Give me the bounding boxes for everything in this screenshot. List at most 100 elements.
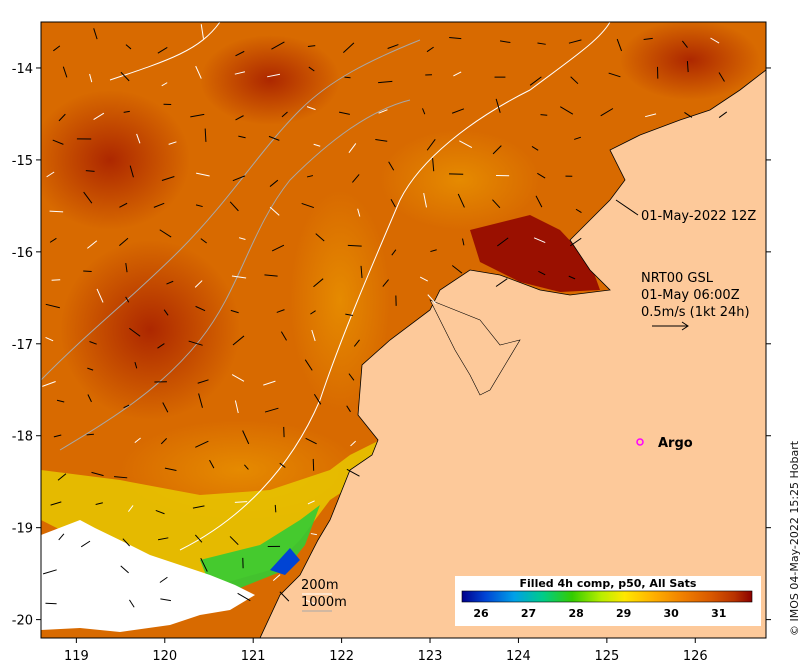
wind-arrow: [529, 76, 542, 86]
wind-arrow: [306, 106, 316, 111]
map-area: [41, 22, 766, 638]
wind-arrow: [51, 279, 61, 281]
wind-arrow: [568, 39, 582, 44]
x-tick-label: 123: [418, 649, 443, 664]
date-leader-line: [615, 199, 639, 216]
wind-arrow: [160, 438, 168, 445]
wind-arrow: [45, 337, 54, 342]
wind-arrow: [346, 468, 360, 477]
land-mass: [259, 22, 766, 638]
wind-arrow: [157, 343, 165, 349]
wind-arrow: [681, 40, 688, 48]
wind-arrow: [570, 237, 582, 247]
wind-arrow: [161, 176, 175, 181]
wind-arrow: [492, 199, 501, 209]
wind-arrow: [570, 76, 579, 85]
wind-arrow: [62, 66, 68, 78]
wind-arrow: [160, 598, 172, 602]
y-tick-label: -18: [12, 430, 33, 445]
wind-arrow: [234, 400, 239, 414]
wind-arrow: [234, 501, 248, 503]
colorbar-tick-label: 26: [473, 607, 489, 620]
wind-arrow: [310, 533, 317, 536]
wind-arrow: [129, 327, 141, 337]
wind-arrow: [718, 111, 728, 118]
wind-arrow: [89, 341, 97, 345]
wind-arrow: [382, 279, 389, 287]
wind-arrow: [46, 171, 55, 178]
contour-1000m: [59, 99, 411, 451]
colorbar-tick-label: 29: [616, 607, 631, 620]
wind-arrow: [449, 37, 462, 40]
wind-arrow: [244, 464, 249, 470]
wind-arrow: [350, 440, 356, 447]
wind-arrow: [164, 467, 177, 471]
wind-arrow: [242, 430, 250, 445]
wind-arrow: [616, 38, 623, 52]
wind-arrow: [120, 565, 129, 574]
warm-patch: [41, 90, 190, 230]
wind-arrow: [45, 602, 57, 605]
wind-arrow: [575, 208, 582, 214]
wind-vectors: [42, 24, 728, 608]
wind-arrow: [119, 202, 128, 208]
wind-arrow: [80, 540, 91, 548]
wind-arrow: [540, 114, 548, 116]
x-tick-label: 125: [594, 649, 619, 664]
wind-arrow: [375, 139, 388, 142]
wind-arrow: [271, 41, 285, 50]
wind-arrow: [129, 599, 135, 608]
wind-arrow: [231, 275, 247, 279]
date-label: 01-May-2022 12Z: [641, 209, 756, 224]
wind-arrow: [348, 373, 355, 381]
wind-arrow: [134, 361, 138, 369]
wind-arrow: [264, 407, 279, 413]
wind-arrow: [127, 505, 134, 512]
wind-arrow: [271, 244, 285, 252]
wind-arrow: [538, 270, 546, 276]
y-tick-label: -20: [12, 614, 33, 629]
wind-arrow: [209, 459, 215, 469]
wind-arrow: [462, 238, 465, 246]
wind-arrow: [360, 265, 363, 278]
wind-arrow: [49, 237, 57, 243]
wind-arrow: [427, 294, 437, 304]
wind-arrow: [313, 393, 322, 405]
wind-arrow: [492, 145, 502, 155]
x-tick-label: 124: [506, 649, 531, 664]
wind-arrow: [58, 533, 65, 541]
wind-arrow: [377, 80, 393, 84]
wind-arrow: [95, 502, 103, 505]
wind-arrow: [269, 179, 279, 187]
wind-arrow: [559, 106, 574, 115]
colorbar-tick-label: 28: [568, 607, 583, 620]
wind-title: NRT00 GSL: [641, 271, 714, 286]
wind-arrow: [338, 111, 350, 115]
wind-arrow: [348, 143, 357, 154]
wind-arrow: [194, 280, 203, 288]
wind-arrow: [125, 296, 130, 303]
wind-arrow: [200, 24, 204, 39]
wind-arrow: [422, 108, 426, 115]
wind-arrow: [313, 143, 321, 147]
wind-arrow: [608, 72, 621, 78]
wind-arrow: [568, 275, 576, 280]
wind-arrow: [168, 141, 177, 145]
y-tick-label: -14: [12, 62, 33, 77]
wind-arrow: [197, 379, 209, 384]
wind-arrow: [280, 331, 287, 341]
wind-arrow: [353, 339, 360, 347]
wind-arrow: [537, 172, 546, 179]
wind-arrow: [53, 434, 62, 438]
wind-arrow: [87, 240, 98, 249]
wind-arrow: [306, 175, 314, 178]
wind-arrow: [451, 265, 463, 274]
wind-arrow: [304, 359, 313, 371]
wind-arrow: [276, 309, 285, 313]
colorbar: Filled 4h comp, p50, All Sats 26 27 28 29 30…: [455, 576, 761, 626]
x-tick-label: 119: [64, 649, 89, 664]
cold-water: [200, 505, 320, 588]
wind-arrow: [120, 71, 130, 82]
wind-arrow: [123, 110, 130, 113]
wind-arrow: [125, 262, 128, 273]
